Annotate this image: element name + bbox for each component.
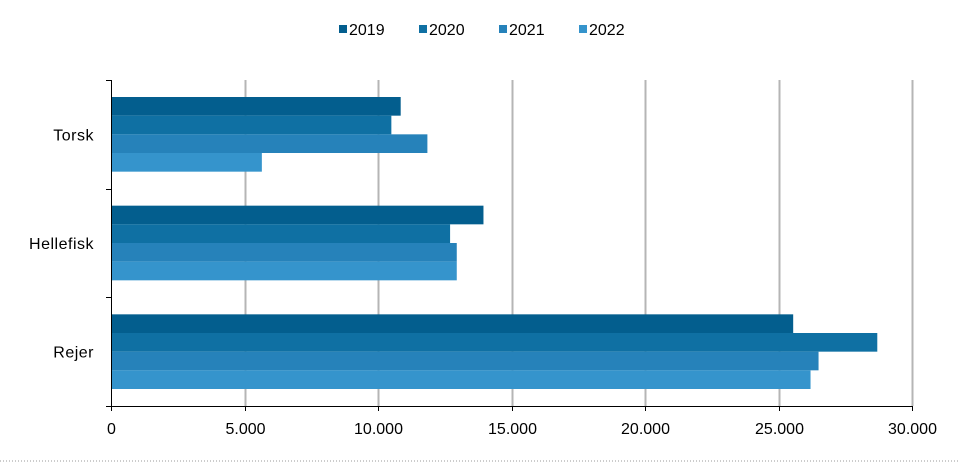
legend-swatch-2021 <box>499 25 507 33</box>
legend-label-2020: 2020 <box>429 22 465 39</box>
bar-hellefisk-2019 <box>111 205 484 225</box>
legend-swatch-2019 <box>339 25 347 33</box>
x-tick-label-0: 0 <box>107 421 116 438</box>
bar-hellefisk-2021 <box>111 243 457 262</box>
bar-torsk-2021 <box>111 134 428 153</box>
x-tick-label-2: 10.000 <box>354 421 403 438</box>
x-tick-label-1: 5.000 <box>225 421 265 438</box>
bar-rejer-2021 <box>111 351 819 371</box>
category-label-hellefisk: Hellefisk <box>29 236 94 253</box>
bar-rejer-2020 <box>111 333 878 352</box>
x-tick-label-5: 25.000 <box>755 421 804 438</box>
x-tick-label-4: 20.000 <box>621 421 670 438</box>
legend-swatch-2022 <box>579 25 587 33</box>
bar-rejer-2019 <box>111 314 794 333</box>
bars <box>111 97 878 389</box>
axes: Torsk Hellefisk Rejer 0 5.000 10.000 15.000 20.… <box>29 80 937 438</box>
legend-label-2021: 2021 <box>509 22 545 39</box>
bar-hellefisk-2020 <box>111 224 451 243</box>
legend-label-2019: 2019 <box>349 22 385 39</box>
bar-hellefisk-2022 <box>111 261 457 281</box>
legend: 2019 2020 2021 2022 <box>339 22 625 39</box>
category-label-torsk: Torsk <box>53 127 94 144</box>
category-label-rejer: Rejer <box>53 345 94 362</box>
legend-swatch-2020 <box>419 25 427 33</box>
bar-torsk-2022 <box>111 153 262 172</box>
x-tick-label-3: 15.000 <box>488 421 537 438</box>
x-tick-label-6: 30.000 <box>888 421 937 438</box>
bar-torsk-2019 <box>111 97 401 116</box>
bar-rejer-2022 <box>111 370 811 389</box>
legend-label-2022: 2022 <box>589 22 625 39</box>
bar-torsk-2020 <box>111 115 392 135</box>
